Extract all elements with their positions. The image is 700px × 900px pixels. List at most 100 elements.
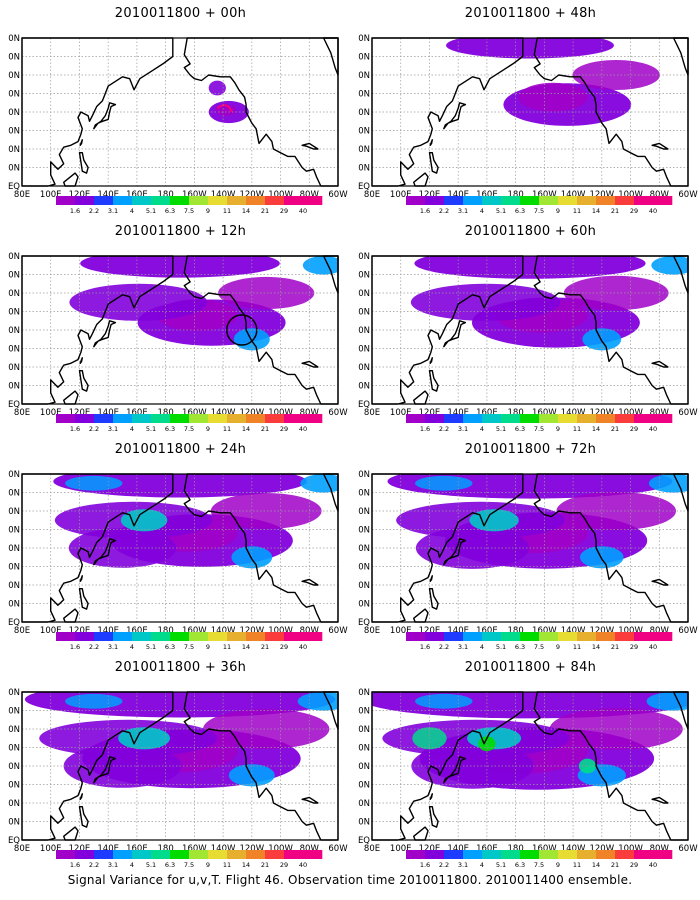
- colorbar-swatch: [634, 632, 654, 641]
- colorbar-label: 11: [223, 861, 231, 869]
- coastline-layer: [21, 255, 339, 405]
- colorbar-swatch: [113, 632, 133, 641]
- colorbar-swatch: [463, 632, 483, 641]
- x-tick-label: 120E: [419, 408, 441, 418]
- colorbar-swatch: [558, 414, 578, 423]
- x-tick-label: 100W: [618, 626, 643, 636]
- coastline: [672, 37, 689, 76]
- x-tick-label: 100E: [40, 190, 62, 200]
- variance-contour: [518, 82, 588, 112]
- colorbar-swatch: [94, 850, 114, 859]
- colorbar: 1.6 2.2 3.1 4 5.1 6.3 7.5 9 11 14 21 29 40: [56, 850, 323, 869]
- colorbar-swatch: [75, 414, 95, 423]
- colorbar-swatch: [577, 632, 597, 641]
- y-tick-label: 50N: [8, 744, 20, 754]
- panel-title: 2010011800 + 12h: [114, 224, 247, 239]
- x-tick-label: 140W: [211, 408, 236, 418]
- colorbar-label: 29: [280, 207, 288, 215]
- colorbar-swatch: [520, 850, 540, 859]
- colorbar-label: 2.2: [439, 425, 449, 433]
- variance-contour: [120, 509, 168, 532]
- x-tick-label: 140E: [447, 626, 469, 636]
- colorbar-label: 7.5: [184, 643, 194, 651]
- y-tick-label: 50N: [358, 526, 370, 536]
- variance-field: [24, 692, 338, 789]
- colorbar-swatch: [303, 196, 323, 205]
- coastline: [21, 255, 174, 405]
- x-tick-label: 80E: [364, 408, 380, 418]
- x-tick-label: 140W: [211, 190, 236, 200]
- colorbar-label: 11: [573, 207, 581, 215]
- variance-contour: [68, 528, 177, 568]
- variance-contour: [415, 527, 530, 569]
- y-tick-label: 30N: [8, 563, 20, 573]
- coastline: [533, 37, 689, 187]
- y-tick-label: 20N: [8, 145, 20, 155]
- colorbar-swatch: [520, 196, 540, 205]
- colorbar-swatch: [558, 196, 578, 205]
- colorbar-label: 1.6: [70, 207, 80, 215]
- variance-field: [387, 474, 688, 569]
- y-tick-label: 60N: [358, 507, 370, 517]
- x-tick-label: 60W: [328, 408, 348, 418]
- colorbar-label: 1.6: [420, 207, 430, 215]
- colorbar-label: 4: [480, 643, 484, 651]
- x-tick-label: 120W: [239, 844, 264, 854]
- colorbar-swatch: [558, 632, 578, 641]
- variance-contour: [646, 692, 688, 711]
- y-tick-label: 30N: [8, 127, 20, 137]
- colorbar-label: 7.5: [534, 643, 544, 651]
- coastline: [413, 608, 429, 623]
- colorbar-label: 40: [649, 425, 657, 433]
- colorbar-label: 4: [480, 425, 484, 433]
- x-tick-label: 160W: [532, 408, 557, 418]
- y-tick-label: 10N: [8, 600, 20, 610]
- colorbar-swatch: [246, 196, 266, 205]
- colorbar-swatch: [596, 850, 616, 859]
- colorbar-swatch: [94, 632, 114, 641]
- colorbar-swatch: [208, 850, 228, 859]
- y-tick-label: 20N: [358, 581, 370, 591]
- coastline: [672, 255, 689, 294]
- colorbar-swatch: [227, 414, 247, 423]
- x-tick-label: 100E: [40, 408, 62, 418]
- colorbar: 1.6 2.2 3.1 4 5.1 6.3 7.5 9 11 14 21 29 40: [406, 850, 673, 869]
- x-tick-label: 140E: [97, 844, 119, 854]
- colorbar-swatch: [56, 196, 76, 205]
- colorbar-swatch: [463, 414, 483, 423]
- y-tick-label: 70N: [8, 707, 20, 717]
- colorbar-swatch: [189, 850, 209, 859]
- colorbar-swatch: [539, 850, 559, 859]
- x-tick-label: 100W: [618, 844, 643, 854]
- x-tick-label: 100E: [40, 626, 62, 636]
- coastline-layer: [21, 473, 339, 623]
- colorbar-swatch: [425, 850, 445, 859]
- colorbar-swatch: [615, 414, 635, 423]
- coastline: [429, 575, 433, 582]
- map-panel: 80E 100E 120E 140E 160E 180 160W 140W 120W 100W 80…: [8, 0, 353, 218]
- colorbar-label: 5.1: [496, 207, 506, 215]
- colorbar-label: 6.3: [165, 861, 175, 869]
- y-tick-label: 60N: [8, 289, 20, 299]
- coastline: [301, 360, 319, 368]
- y-tick-label: EQ: [358, 400, 370, 410]
- coastline: [651, 360, 669, 368]
- colorbar-label: 9: [206, 207, 210, 215]
- colorbar-swatch: [539, 196, 559, 205]
- coastline: [21, 37, 174, 187]
- x-tick-label: 120E: [69, 408, 91, 418]
- colorbar-swatch: [265, 850, 285, 859]
- colorbar-swatch: [208, 414, 228, 423]
- coastline: [428, 370, 439, 392]
- colorbar-label: 11: [573, 643, 581, 651]
- colorbar-label: 5.1: [496, 425, 506, 433]
- map-svg: 80E 100E 120E 140E 160E 180 160W 140W 120W 100W 80…: [8, 470, 348, 651]
- x-tick-label: 120E: [69, 844, 91, 854]
- y-tick-label: EQ: [8, 182, 20, 192]
- variance-contour: [215, 104, 237, 116]
- coastline: [183, 691, 339, 841]
- colorbar-swatch: [94, 414, 114, 423]
- x-tick-label: 80W: [300, 408, 320, 418]
- coastline: [443, 102, 467, 130]
- coastline: [79, 139, 83, 146]
